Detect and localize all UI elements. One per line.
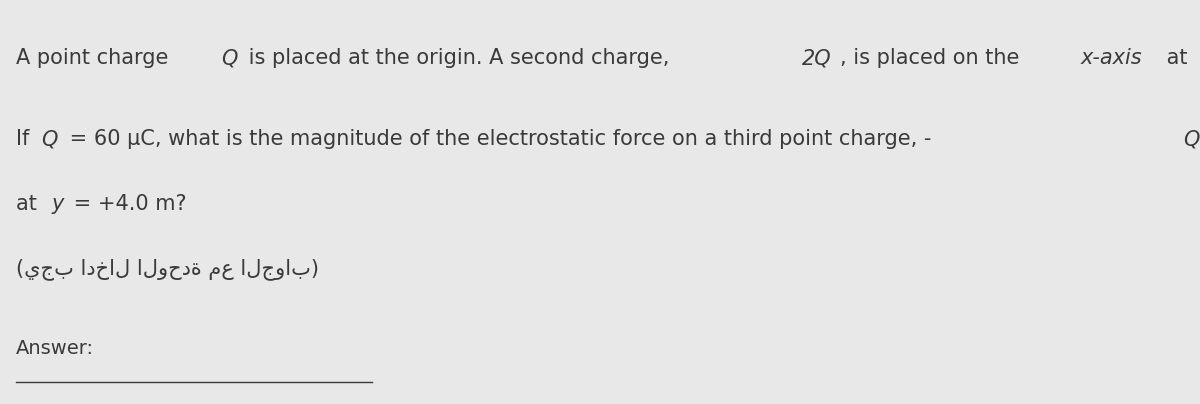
Text: Q: Q — [221, 48, 238, 69]
Text: y: y — [52, 194, 64, 214]
Text: at: at — [1159, 48, 1194, 69]
Text: 2Q: 2Q — [802, 48, 832, 69]
Text: = 60 μC, what is the magnitude of the electrostatic force on a third point charg: = 60 μC, what is the magnitude of the el… — [62, 129, 931, 149]
Text: If: If — [16, 129, 36, 149]
Text: (يجب ادخال الوحدة مع الجواب): (يجب ادخال الوحدة مع الجواب) — [16, 259, 319, 280]
Text: Answer:: Answer: — [16, 339, 94, 358]
Text: , is placed on the: , is placed on the — [840, 48, 1026, 69]
Text: at: at — [16, 194, 43, 214]
Text: A point charge: A point charge — [16, 48, 175, 69]
Text: Q: Q — [1183, 129, 1199, 149]
Text: = +4.0 m?: = +4.0 m? — [67, 194, 187, 214]
Text: is placed at the origin. A second charge,: is placed at the origin. A second charge… — [242, 48, 676, 69]
Text: x-axis: x-axis — [1080, 48, 1141, 69]
Text: Q: Q — [42, 129, 58, 149]
